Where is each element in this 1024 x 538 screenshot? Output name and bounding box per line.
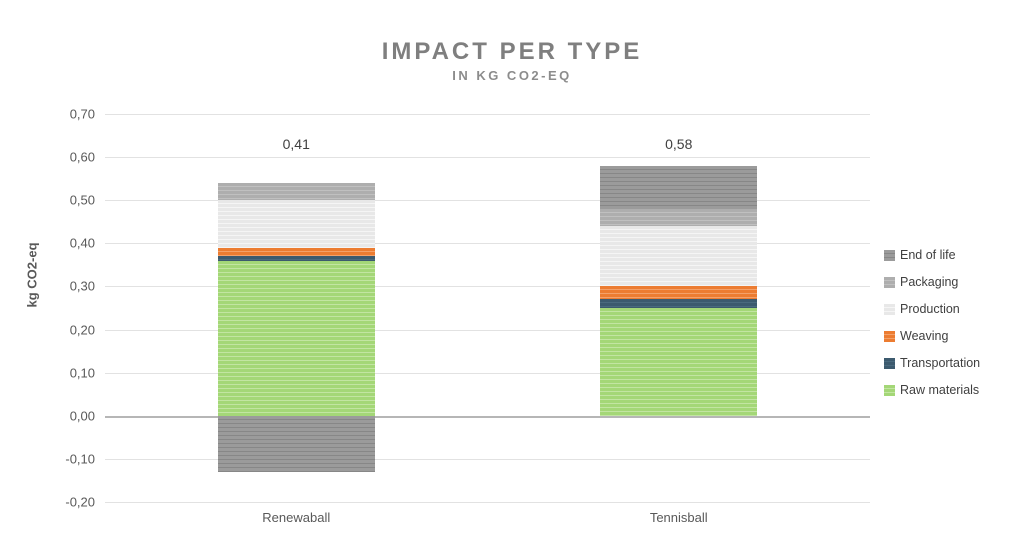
zero-axis-line — [105, 415, 870, 418]
legend-label: Production — [900, 302, 960, 316]
legend-swatch-weaving — [884, 330, 895, 342]
bar-segment-end_of_life-tennisball — [600, 165, 758, 209]
legend-item-transportation: Transportation — [884, 356, 980, 370]
chart-subtitle: IN KG CO2-EQ — [452, 68, 572, 83]
legend-item-packaging: Packaging — [884, 275, 980, 289]
bar-segment-raw_materials-tennisball — [600, 308, 758, 416]
bar-segment-weaving-tennisball — [600, 286, 758, 300]
legend-item-production: Production — [884, 302, 980, 316]
chart-title: IMPACT PER TYPE — [381, 38, 643, 65]
legend-swatch-end_of_life — [884, 249, 895, 261]
legend-label: End of life — [900, 248, 956, 262]
y-axis-tick-label: 0,10 — [69, 365, 95, 381]
legend-label: Raw materials — [900, 383, 980, 397]
total-data-label-renewaball: 0,41 — [282, 136, 310, 152]
gridline — [105, 329, 870, 331]
y-axis-tick-label: -0,10 — [65, 451, 95, 467]
legend-item-end_of_life: End of life — [884, 248, 980, 262]
y-axis-tick-label: 0,40 — [69, 235, 95, 251]
x-axis-label-renewaball: Renewaball — [262, 510, 331, 525]
legend-label: Transportation — [900, 356, 981, 370]
x-axis-label-tennisball: Tennisball — [649, 510, 708, 525]
y-axis-title-text: kg CO2-eq — [24, 242, 40, 308]
bar-segment-production-renewaball — [217, 200, 375, 248]
bar-segment-transportation-renewaball — [217, 256, 375, 261]
y-axis-tick-label: 0,50 — [69, 192, 95, 208]
bar-segment-packaging-renewaball — [217, 182, 375, 201]
legend-swatch-production — [884, 303, 895, 315]
total-data-label-tennisball: 0,58 — [665, 136, 693, 152]
chart-legend: End of life Packaging Production Weaving Tra… — [884, 248, 980, 397]
gridline — [105, 286, 870, 288]
legend-label: Packaging — [900, 275, 959, 289]
bar-segment-production-tennisball — [600, 226, 758, 287]
legend-swatch-transportation — [884, 357, 895, 369]
y-axis-tick-label: 0,20 — [69, 322, 95, 338]
bar-segment-end_of_life-renewaball — [217, 415, 375, 472]
y-axis-tick-label: 0,60 — [69, 149, 95, 165]
legend-label: Weaving — [900, 329, 949, 343]
gridline — [105, 372, 870, 374]
y-axis-tick-label: 0,70 — [69, 106, 95, 122]
gridline — [105, 114, 870, 115]
bar-segment-weaving-renewaball — [217, 247, 375, 257]
legend-item-raw_materials: Raw materials — [884, 383, 980, 397]
gridline — [105, 243, 870, 245]
gridline — [105, 157, 870, 159]
legend-item-weaving: Weaving — [884, 329, 980, 343]
y-axis-tick-label: -0,20 — [65, 494, 95, 510]
gridline — [105, 458, 870, 460]
legend-swatch-packaging — [884, 276, 895, 288]
y-axis-tick-label: 0,30 — [69, 278, 95, 294]
bar-segment-packaging-tennisball — [600, 208, 758, 227]
gridline — [105, 502, 870, 503]
plot-area: 0,41 0,58 — [105, 114, 870, 503]
y-axis-tick-label: 0,00 — [69, 408, 95, 424]
legend-swatch-raw_materials — [884, 384, 895, 396]
gridline — [105, 200, 870, 202]
bar-segment-raw_materials-renewaball — [217, 260, 375, 416]
bar-segment-transportation-tennisball — [600, 299, 758, 308]
